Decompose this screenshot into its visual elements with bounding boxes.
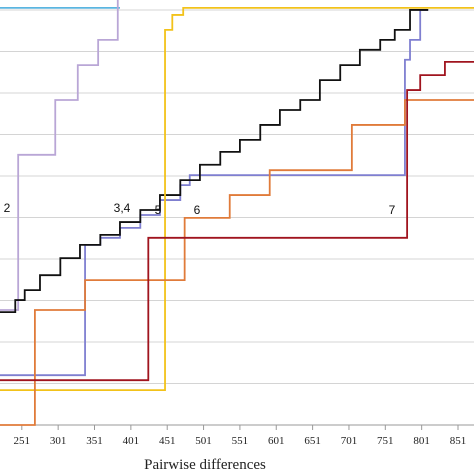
annotation: 7 — [389, 203, 396, 217]
x-tick-label: 251 — [14, 435, 31, 447]
x-tick-label: 401 — [123, 435, 140, 447]
annotation: 6 — [194, 203, 201, 217]
series-line — [0, 0, 119, 311]
annotation: 3,4 — [114, 201, 131, 215]
x-tick-label: 651 — [304, 435, 321, 447]
annotation: 5 — [155, 203, 162, 217]
x-tick-label: 551 — [232, 435, 249, 447]
x-tick-label: 701 — [341, 435, 358, 447]
series-line — [0, 99, 474, 426]
x-tick-label: 501 — [195, 435, 212, 447]
series-line — [0, 60, 474, 382]
x-tick-label: 451 — [159, 435, 176, 447]
x-tick-label: 351 — [86, 435, 103, 447]
x-tick-label: 601 — [268, 435, 285, 447]
x-axis-label: Pairwise differences — [144, 457, 266, 473]
series-line — [0, 6, 474, 392]
x-tick-label: 801 — [413, 435, 430, 447]
annotation: 2 — [4, 201, 11, 215]
x-tick-label: 851 — [450, 435, 467, 447]
x-tick-label: 301 — [50, 435, 67, 447]
series-line — [0, 9, 429, 314]
x-tick-label: 751 — [377, 435, 394, 447]
series-line — [0, 9, 429, 377]
